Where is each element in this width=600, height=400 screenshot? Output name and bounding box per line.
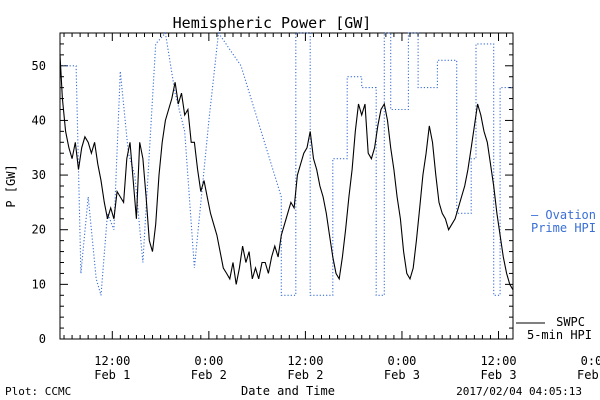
- x-tick-time-label: 0:00: [388, 354, 417, 368]
- x-tick-date-label: Feb 3: [384, 368, 420, 382]
- legend-ovation-line2: Prime HPI: [531, 221, 596, 235]
- swpc-hpi-series-line: [59, 54, 514, 291]
- x-tick-time-label: 12:00: [287, 354, 323, 368]
- y-tick-label: 10: [32, 277, 46, 291]
- series-layer: [59, 31, 514, 296]
- legend-swpc-line1: SWPC: [556, 315, 585, 329]
- x-tick-date-label: Feb 1: [94, 368, 130, 382]
- y-tick-label: 0: [39, 332, 46, 346]
- y-tick-label: 40: [32, 113, 46, 127]
- x-tick-time-label: 0:00: [194, 354, 223, 368]
- y-axis-label: P [GW]: [4, 164, 18, 207]
- y-axis-ticks: 0 10 20 30 40 50: [32, 32, 513, 346]
- x-tick-time-label: 12:00: [480, 354, 516, 368]
- legend: — Ovation Prime HPI SWPC 5-min HPI: [516, 208, 596, 342]
- x-tick-time-label: 12:00: [94, 354, 130, 368]
- x-tick-time-label: 0:00: [581, 354, 600, 368]
- x-tick-date-label: Feb 2: [191, 368, 227, 382]
- y-tick-label: 50: [32, 59, 46, 73]
- footer-timestamp: 2017/02/04 04:05:13: [456, 385, 582, 398]
- x-axis-label: Date and Time: [241, 384, 335, 398]
- x-tick-date-label: Feb 4: [577, 368, 600, 382]
- plot-frame: [59, 32, 514, 340]
- chart-title: Hemispheric Power [GW]: [173, 14, 372, 32]
- footer-source: Plot: CCMC: [5, 385, 71, 398]
- x-tick-date-label: Feb 2: [287, 368, 323, 382]
- ovation-hpi-series-line: [60, 31, 513, 296]
- legend-swpc-line2: 5-min HPI: [527, 328, 592, 342]
- x-tick-date-label: Feb 3: [480, 368, 516, 382]
- y-tick-label: 30: [32, 168, 46, 182]
- legend-ovation-line1: — Ovation: [531, 208, 596, 222]
- y-tick-label: 20: [32, 223, 46, 237]
